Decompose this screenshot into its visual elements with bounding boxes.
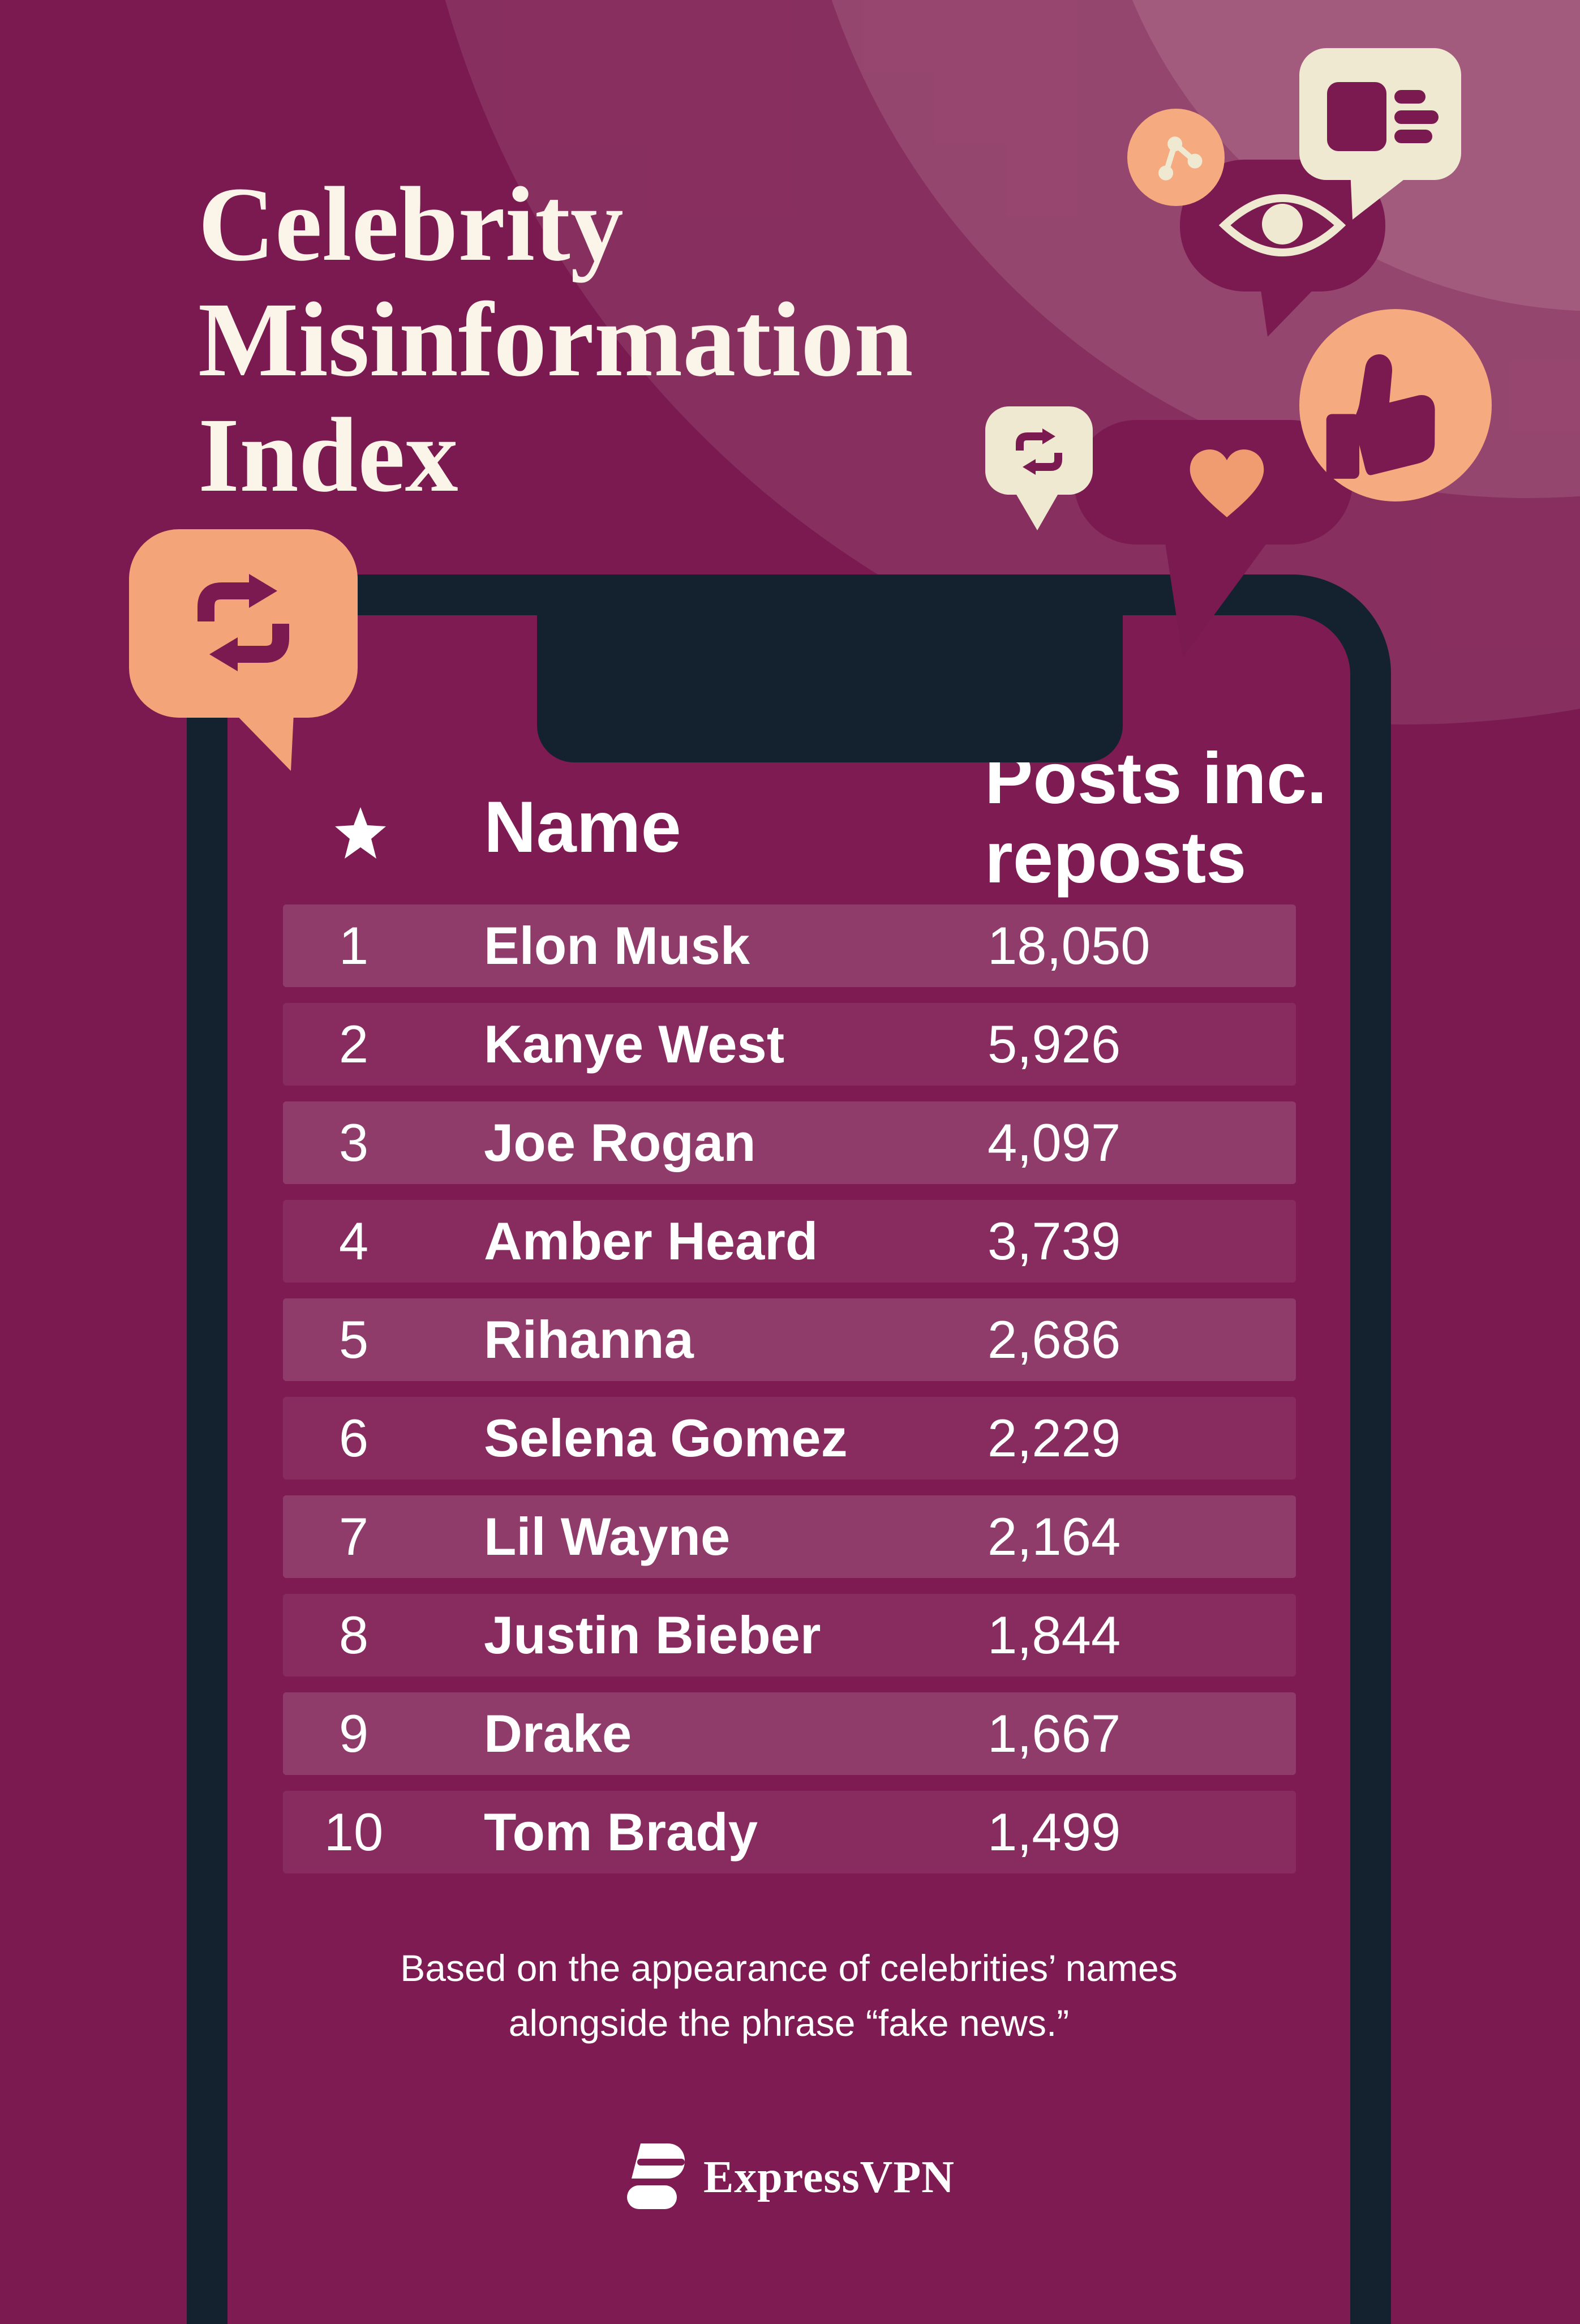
table-row: 10 Tom Brady 1,499: [283, 1791, 1296, 1873]
name-cell: Tom Brady: [484, 1802, 758, 1862]
table-row: 8 Justin Bieber 1,844: [283, 1594, 1296, 1676]
share-bubble: [1127, 109, 1225, 206]
name-cell: Rihanna: [484, 1310, 694, 1369]
news-post-icon: [1327, 82, 1386, 151]
posts-cell: 18,050: [988, 916, 1150, 975]
rank-cell: 10: [324, 1802, 384, 1862]
rank-cell: 1: [338, 916, 369, 975]
expressvpn-logo-icon: [626, 2143, 685, 2209]
news-post-bubble-tail: [1350, 170, 1416, 220]
name-cell: Lil Wayne: [484, 1507, 731, 1566]
rank-cell: 3: [338, 1113, 369, 1172]
page-title: Celebrity Misinformation Index: [198, 164, 913, 514]
column-header-posts: Posts inc. reposts: [985, 739, 1327, 898]
brand-wordmark: ExpressVPN: [703, 2152, 955, 2202]
news-text-line-icon: [1394, 110, 1439, 124]
name-cell: Joe Rogan: [484, 1113, 756, 1172]
posts-cell: 1,499: [988, 1802, 1121, 1862]
footnote-line1: Based on the appearance of celebrities’ …: [400, 1947, 1178, 1989]
column-header-name: Name: [484, 787, 681, 868]
phone-notch: [537, 615, 1123, 762]
name-cell: Kanye West: [484, 1014, 785, 1074]
news-text-line-icon: [1394, 130, 1432, 143]
heart-icon: [1190, 449, 1264, 517]
name-cell: Amber Heard: [484, 1211, 818, 1271]
footnote-line2: alongside the phrase “fake news.”: [508, 2002, 1070, 2044]
rank-cell: 7: [338, 1507, 369, 1566]
brand-logo: ExpressVPN: [227, 2143, 1350, 2211]
posts-cell: 2,229: [988, 1408, 1121, 1468]
rank-cell: 8: [338, 1605, 369, 1665]
column-header-posts-line2: reposts: [985, 817, 1247, 898]
posts-cell: 2,686: [988, 1310, 1121, 1369]
repost-small-bubble-tail: [1010, 484, 1064, 530]
posts-cell: 3,739: [988, 1211, 1121, 1271]
eye-speech-bubble-tail: [1259, 278, 1324, 337]
name-cell: Drake: [484, 1704, 632, 1763]
phone-screen: Name Posts inc. reposts 1 Elon Musk 18,0…: [227, 615, 1350, 2324]
table-row: 2 Kanye West 5,926: [283, 1003, 1296, 1086]
table-row: 9 Drake 1,667: [283, 1692, 1296, 1775]
repost-icon: [198, 574, 289, 671]
posts-cell: 2,164: [988, 1507, 1121, 1566]
posts-cell: 4,097: [988, 1113, 1121, 1172]
star-icon: [335, 807, 386, 859]
table-row: 6 Selena Gomez 2,229: [283, 1397, 1296, 1480]
rank-cell: 5: [338, 1310, 369, 1369]
rank-cell: 9: [338, 1704, 369, 1763]
table-row: 7 Lil Wayne 2,164: [283, 1495, 1296, 1578]
table-row: 5 Rihanna 2,686: [283, 1298, 1296, 1381]
posts-cell: 5,926: [988, 1014, 1121, 1074]
heart-bubble-tail: [1163, 532, 1275, 658]
table-row: 3 Joe Rogan 4,097: [283, 1101, 1296, 1184]
table-row: 4 Amber Heard 3,739: [283, 1200, 1296, 1283]
posts-cell: 1,844: [988, 1605, 1121, 1665]
thumbs-up-icon: [1326, 354, 1435, 479]
posts-cell: 1,667: [988, 1704, 1121, 1763]
rank-cell: 4: [338, 1211, 369, 1271]
name-cell: Justin Bieber: [484, 1605, 821, 1665]
news-text-line-icon: [1394, 90, 1426, 104]
footnote: Based on the appearance of celebrities’ …: [227, 1941, 1350, 2051]
rank-cell: 2: [338, 1014, 369, 1074]
table-row: 1 Elon Musk 18,050: [283, 904, 1296, 987]
name-cell: Selena Gomez: [484, 1408, 848, 1468]
share-icon: [1158, 136, 1203, 181]
repost-icon: [1016, 428, 1062, 475]
rank-cell: 6: [338, 1408, 369, 1468]
phone-mockup: Name Posts inc. reposts 1 Elon Musk 18,0…: [187, 574, 1391, 2324]
eye-icon: [1218, 194, 1346, 256]
repost-speech-bubble-large: [129, 529, 358, 718]
repost-large-bubble-tail: [224, 702, 294, 771]
repost-speech-bubble-small: [985, 406, 1093, 495]
name-cell: Elon Musk: [484, 916, 750, 975]
